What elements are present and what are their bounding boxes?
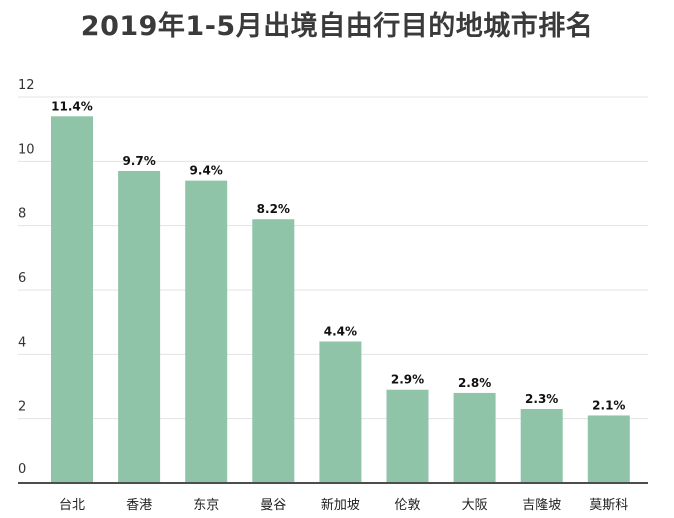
bar <box>319 341 362 483</box>
y-tick-label: 0 <box>18 462 26 477</box>
data-label: 9.4% <box>190 164 223 178</box>
y-tick-label: 4 <box>18 335 26 350</box>
x-tick-label: 大阪 <box>462 498 488 513</box>
x-tick-label: 伦敦 <box>394 497 420 513</box>
bar <box>51 116 93 484</box>
chart-title: 2019年1-5月出境自由行目的地城市排名 <box>80 11 594 42</box>
y-tick-label: 2 <box>18 400 26 415</box>
y-tick-label: 10 <box>18 142 35 157</box>
bar <box>185 180 228 483</box>
data-label: 2.9% <box>391 373 424 387</box>
bar <box>252 219 295 483</box>
data-label: 2.1% <box>592 398 625 412</box>
data-label: 11.4% <box>51 99 93 113</box>
x-tick-label: 吉隆坡 <box>522 498 561 513</box>
bar <box>453 392 496 483</box>
x-tick-label: 新加坡 <box>321 497 360 513</box>
x-tick-label: 台北 <box>59 498 85 513</box>
x-tick-label: 曼谷 <box>260 498 286 513</box>
x-tick-label: 莫斯科 <box>589 498 628 513</box>
data-label: 2.3% <box>525 392 558 406</box>
bar <box>386 389 429 483</box>
bar <box>587 415 630 483</box>
data-label: 2.8% <box>458 376 491 390</box>
data-label: 8.2% <box>257 202 290 216</box>
x-tick-label: 香港 <box>126 498 152 513</box>
y-tick-label: 12 <box>18 78 35 93</box>
x-tick-label: 东京 <box>193 498 219 513</box>
bar <box>118 170 161 483</box>
y-tick-label: 6 <box>18 271 26 286</box>
bar <box>520 409 563 483</box>
data-label: 4.4% <box>324 324 357 338</box>
y-tick-label: 8 <box>18 207 26 222</box>
data-label: 9.7% <box>122 154 155 168</box>
